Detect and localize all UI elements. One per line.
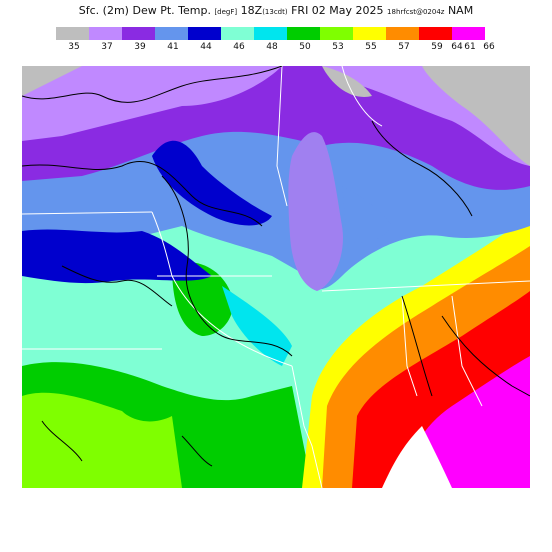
gray-zone-nw [22, 66, 82, 96]
title-forecast: 18hrfcst@0204z [387, 8, 445, 16]
white-zone [382, 426, 452, 488]
legend-label: 66 [483, 42, 495, 52]
boundary-line [291, 365, 323, 488]
dewpoint-map [22, 66, 530, 488]
title-model: NAM [447, 4, 474, 17]
state-boundaries [22, 66, 530, 488]
legend-label: 41 [167, 42, 179, 52]
legend-label: 48 [266, 42, 278, 52]
boundary-line [22, 211, 153, 215]
title-valid-hour: 18Z [240, 4, 263, 17]
contour-line [22, 66, 283, 103]
contour-lines [22, 66, 530, 467]
legend-swatch-39 [122, 27, 155, 40]
contour-line [401, 295, 433, 397]
legend-label: 37 [101, 42, 113, 52]
legend-label: 59 [431, 42, 443, 52]
gray-zone-ne [422, 66, 530, 166]
legend-swatch-35 [56, 27, 89, 40]
contour-line [22, 160, 263, 227]
legend-swatch-55 [353, 27, 386, 40]
legend-label: 61 [464, 42, 476, 52]
color-legend: 35 37 39 41 44 46 48 50 53 55 57 59 61 6… [54, 27, 495, 55]
legend-swatch-41 [155, 27, 188, 40]
contour-line [441, 315, 530, 397]
legend-swatch-50 [287, 27, 320, 40]
boundary-line [451, 295, 483, 407]
legend-label: 39 [134, 42, 146, 52]
contour-line [161, 175, 293, 357]
legend-label: 53 [332, 42, 344, 52]
contour-line [61, 265, 173, 307]
legend-swatch-57 [386, 27, 419, 40]
legend-swatch-61 [452, 27, 485, 40]
legend-label: 46 [233, 42, 245, 52]
legend-swatch-48 [254, 27, 287, 40]
legend-label: 57 [398, 42, 410, 52]
title-valid-date: FRI 02 May 2025 [291, 4, 384, 17]
legend-swatch-46 [221, 27, 254, 40]
boundary-line [171, 275, 293, 367]
boundary-line [276, 66, 288, 207]
legend-swatch-59 [419, 27, 452, 40]
title-local-time: (13cdt) [262, 8, 288, 16]
legend-swatch-44 [188, 27, 221, 40]
contour-line [41, 420, 83, 462]
boundary-line [401, 295, 418, 397]
legend-label: 55 [365, 42, 377, 52]
legend-label: 44 [200, 42, 212, 52]
contour-line [181, 435, 213, 467]
legend-swatch-53 [320, 27, 353, 40]
title-unit: [degF] [214, 8, 238, 16]
green-zone-mid [172, 262, 233, 336]
legend-label: 50 [299, 42, 311, 52]
contour-line [371, 120, 473, 217]
dark-blue-zone-mid [152, 140, 272, 226]
title-main: Sfc. (2m) Dew Pt. Temp. [78, 4, 211, 17]
legend-label: 35 [68, 42, 80, 52]
lime-zone-sw [22, 392, 182, 488]
boundary-line [321, 280, 530, 292]
lake-michigan [288, 132, 343, 291]
boundary-line [341, 66, 383, 127]
lavender-zone-nw [22, 66, 282, 141]
map-title: Sfc. (2m) Dew Pt. Temp. [degF] 18Z(13cdt… [0, 4, 552, 17]
lake-zone-east [342, 186, 392, 243]
boundary-line [151, 211, 173, 277]
legend-swatch-37 [89, 27, 122, 40]
legend-label: 64 [451, 42, 463, 52]
